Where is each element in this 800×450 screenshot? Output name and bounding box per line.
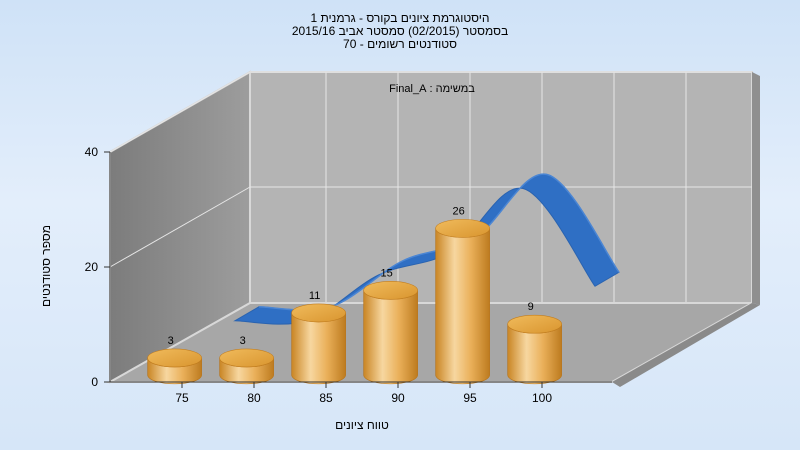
grid-line-side: [109, 71, 251, 153]
task-annotation: במשימה : Final_A: [389, 83, 475, 95]
bar-top: [363, 281, 418, 300]
bar-body: [363, 290, 418, 385]
x-tick-label: 95: [463, 391, 477, 405]
y-axis-label: מספר סטודנטים: [39, 225, 53, 307]
bar-value-label: 3: [168, 335, 174, 347]
bar-body: [291, 312, 346, 385]
y-tick-label: 0: [91, 375, 98, 389]
chart-title-line-3: סטודנטים רשומים - 70: [343, 37, 457, 51]
back-wall-edge: [752, 72, 760, 305]
bar-top: [435, 219, 490, 238]
bar: 3: [219, 335, 274, 385]
bar: 3: [147, 335, 202, 385]
bar-value-label: 26: [453, 205, 465, 217]
x-axis-label: טווח ציונים: [335, 418, 389, 432]
bar-body: [435, 228, 490, 385]
bar-value-label: 3: [240, 335, 246, 347]
bar-value-label: 15: [381, 267, 393, 279]
series-bars: 3 3 11 15 26 9: [147, 205, 562, 385]
x-tick-label: 75: [175, 391, 189, 405]
x-tick-label: 100: [532, 391, 552, 405]
axis-ticks: 0 20 40 75 80 85 90 95 100: [85, 145, 612, 405]
bar: 26: [435, 205, 490, 385]
floor-edge: [612, 303, 760, 387]
bar-top: [507, 314, 562, 334]
bar: 15: [363, 267, 418, 385]
chart-title-line-1: היסטוגרמת ציונים בקורס - גרמנית 1: [310, 11, 489, 25]
bar: 9: [507, 301, 562, 385]
grid-line-side: [109, 186, 251, 268]
x-tick-label: 80: [247, 391, 261, 405]
x-tick-label: 85: [319, 391, 333, 405]
bar-value-label: 11: [309, 290, 320, 302]
y-tick-label: 20: [85, 260, 99, 274]
bar-top: [291, 303, 346, 323]
bar-top: [219, 348, 274, 368]
x-tick-label: 90: [391, 391, 405, 405]
bar-top: [147, 348, 202, 368]
chart-title-line-2: בסמסטר (02/2015) סמסטר אביב 2015/16: [292, 24, 508, 38]
bar-value-label: 9: [528, 301, 534, 313]
bar: 11: [291, 290, 346, 385]
y-tick-label: 40: [85, 145, 99, 159]
